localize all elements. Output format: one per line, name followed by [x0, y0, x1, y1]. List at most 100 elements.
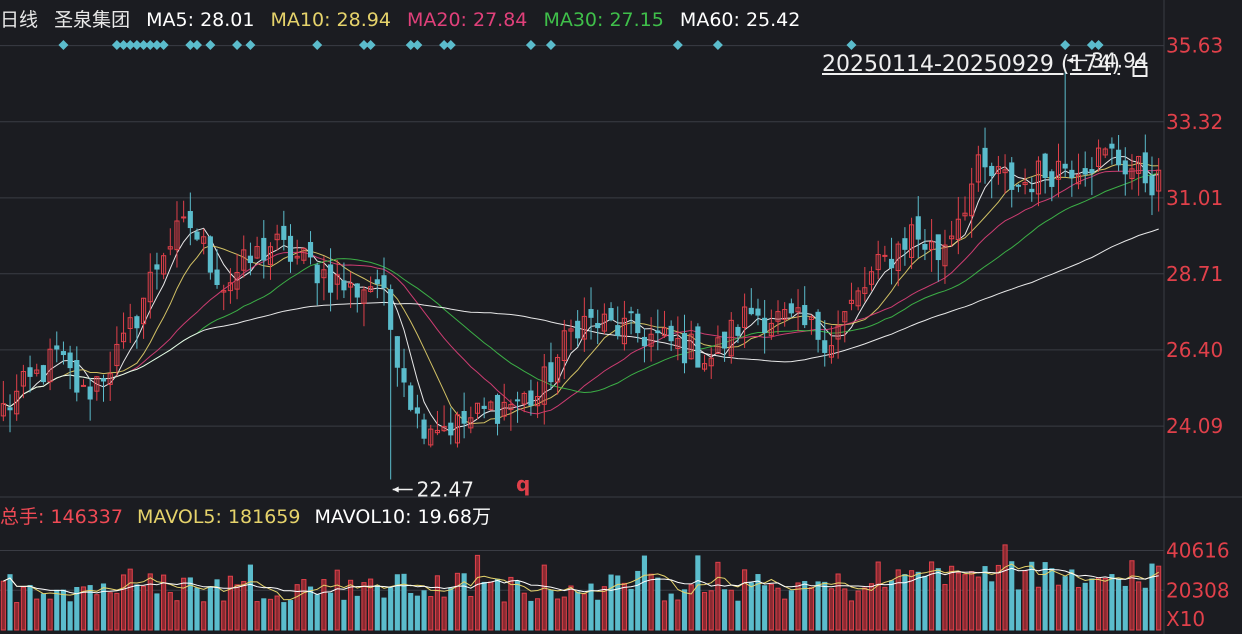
volume-bar: [795, 582, 801, 631]
candle-body: [234, 272, 240, 290]
period-label[interactable]: 日线: [0, 9, 39, 31]
diamond-icon: [439, 40, 450, 50]
candle-body: [808, 316, 814, 320]
volume-bar: [388, 587, 394, 631]
event-marker[interactable]: q: [516, 472, 531, 496]
candle-body: [1136, 155, 1142, 174]
moving-average-lines: [3, 155, 1159, 433]
candle-body: [548, 362, 554, 383]
diamond-icon: [138, 40, 149, 50]
volume-bar: [181, 577, 187, 631]
volume-bar: [408, 593, 414, 631]
volume-bar: [227, 575, 233, 631]
volume-bar: [748, 582, 754, 631]
candle-body: [1055, 160, 1062, 180]
diamond-icon: [125, 40, 136, 50]
volume-bar: [828, 588, 835, 631]
volume-bar: [281, 602, 287, 631]
diamond-icon: [158, 40, 169, 50]
diamond-icon: [672, 40, 683, 50]
volume-bar: [1049, 568, 1055, 631]
volume-bar: [875, 561, 881, 631]
volume-bar: [1035, 586, 1042, 631]
volume-bar: [1075, 586, 1082, 631]
ma5-line: [3, 155, 1159, 433]
candle-body: [181, 216, 187, 219]
volume-bar: [768, 583, 774, 631]
diamond-icon: [358, 40, 369, 50]
candle-body: [588, 309, 594, 318]
date-range-label[interactable]: 20250114-20250929 (174): [822, 52, 1121, 77]
volume-bar: [922, 575, 928, 631]
candle-body: [688, 333, 694, 360]
lock-icon[interactable]: [1130, 58, 1150, 78]
candle-body: [474, 402, 481, 414]
diamond-icon: [1060, 40, 1071, 50]
candle-body: [107, 373, 113, 385]
volume-bar: [234, 584, 240, 631]
volume-bar: [668, 593, 674, 631]
volume-bar: [100, 583, 107, 631]
candle-body: [167, 246, 173, 250]
volume-bar: [555, 598, 561, 631]
volume-bar: [321, 579, 327, 631]
volume-bar: [221, 600, 227, 631]
candlestick-series[interactable]: [0, 68, 1162, 480]
low-price-label: 22.47: [417, 478, 474, 502]
mavol10-legend: MAVOL10: 19.68万: [314, 506, 491, 528]
volume-bars[interactable]: [0, 544, 1162, 631]
candle-body: [668, 325, 674, 342]
volume-bar: [969, 571, 975, 631]
candle-body: [541, 366, 547, 405]
volume-bar: [835, 573, 841, 631]
volume-bar: [488, 581, 494, 631]
volume-bar: [855, 590, 861, 631]
candle-body: [908, 224, 915, 258]
candle-body: [494, 394, 501, 424]
volume-bar: [1055, 584, 1062, 631]
ma-header: 日线 圣泉集团 MA5: 28.01 MA10: 28.94 MA20: 27.…: [0, 6, 810, 34]
volume-bar: [1129, 560, 1135, 631]
volume-bar: [908, 570, 915, 631]
candle-body: [942, 244, 948, 267]
volume-bar: [848, 600, 855, 631]
ma30-legend: MA30: 27.15: [543, 9, 664, 31]
volume-bar: [60, 589, 67, 631]
volume-bar: [254, 601, 260, 631]
mavol10-line: [3, 567, 1159, 596]
volume-tick-label: 20308: [1166, 578, 1230, 602]
diamond-icon: [118, 40, 129, 50]
candle-body: [501, 401, 507, 417]
candle-body: [862, 287, 868, 294]
volume-bar: [615, 575, 621, 631]
candle-body: [922, 243, 928, 250]
candle-body: [695, 326, 701, 368]
candle-body: [975, 154, 981, 183]
volume-bar: [481, 581, 487, 631]
volume-bar: [201, 601, 207, 631]
volume-bar: [1102, 577, 1108, 631]
volume-bar: [448, 587, 454, 631]
volume-bar: [247, 564, 254, 631]
volume-bar: [755, 574, 761, 631]
volume-bar: [508, 576, 514, 631]
diamond-icon: [405, 40, 416, 50]
candle-body: [601, 313, 607, 332]
volume-bar: [661, 600, 668, 631]
volume-bar: [715, 561, 721, 631]
candle-body: [1042, 153, 1048, 179]
price-tick-label: 28.71: [1166, 262, 1223, 286]
volume-bar: [314, 594, 320, 631]
volume-bar: [775, 587, 781, 631]
candle-body: [1075, 174, 1082, 185]
diamond-icon: [445, 40, 456, 50]
diamond-icon: [1086, 40, 1097, 50]
candle-body: [381, 275, 387, 289]
signal-markers: [58, 40, 1104, 50]
volume-bar: [1156, 565, 1162, 631]
candle-body: [267, 246, 274, 265]
diamond-icon: [232, 40, 243, 50]
candle-body: [127, 317, 133, 329]
